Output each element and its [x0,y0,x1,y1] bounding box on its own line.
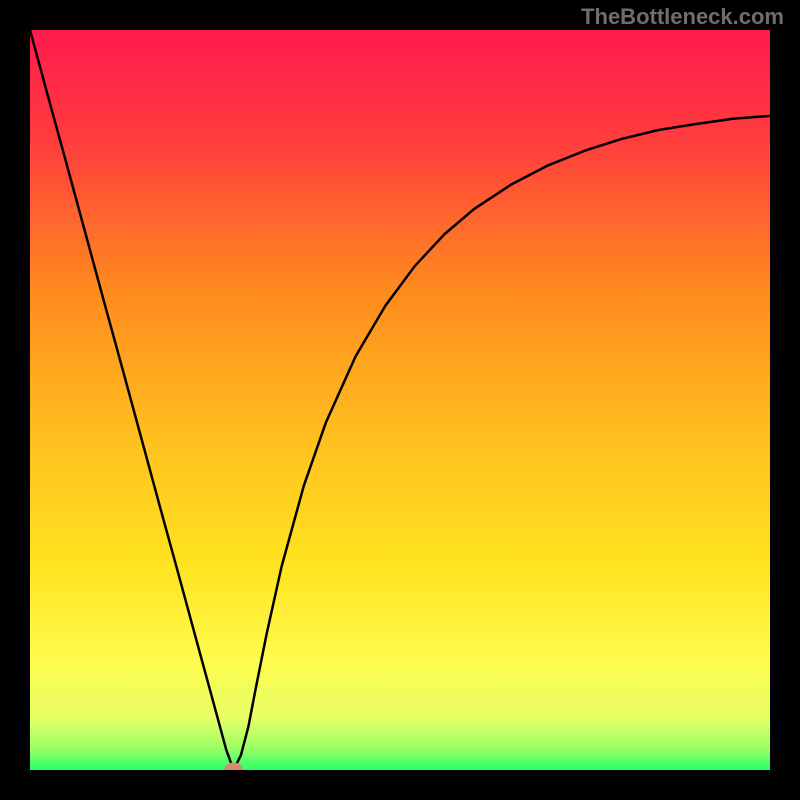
bottleneck-curve-chart [30,30,770,770]
watermark-text: TheBottleneck.com [581,4,784,30]
gradient-background [30,30,770,770]
chart-frame: TheBottleneck.com [0,0,800,800]
